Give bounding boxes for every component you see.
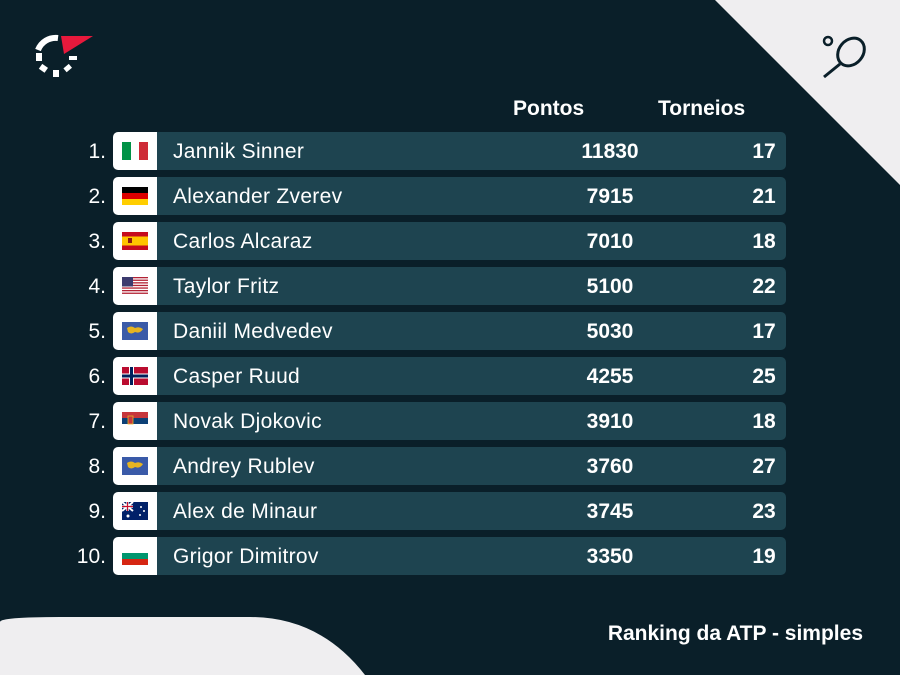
player-name: Novak Djokovic [173,410,322,433]
tournaments: 17 [752,140,776,163]
bulgaria-flag-icon [122,547,148,565]
row-bar: Jannik Sinner 11830 17 [157,132,786,170]
player-name: Alexander Zverev [173,185,343,208]
row-bar: Casper Ruud 4255 25 [157,357,786,395]
tournaments: 27 [752,455,776,478]
ranking-row: 5. Daniil Medvedev 5030 17 [70,312,786,350]
points: 7915 [586,185,634,208]
tournaments: 23 [752,500,776,523]
tournaments: 21 [752,185,776,208]
tournaments: 18 [752,230,776,253]
points: 11830 [581,140,639,163]
rank: 1. [88,140,106,163]
rank: 9. [88,500,106,523]
flag-cell [113,132,157,170]
germany-flag-icon [122,187,148,205]
player-name: Andrey Rublev [173,455,315,478]
tournaments: 19 [752,545,776,568]
ranking-row: 6. Casper Ruud 4255 25 [70,357,786,395]
neutral-flag-icon [122,457,148,475]
italy-flag-icon [122,142,148,160]
points: 4255 [586,365,634,388]
australia-flag-icon [122,502,148,520]
row-bar: Daniil Medvedev 5030 17 [157,312,786,350]
player-name: Taylor Fritz [173,275,280,298]
points: 3350 [586,545,634,568]
player-name: Carlos Alcaraz [173,230,313,253]
row-bar: Carlos Alcaraz 7010 18 [157,222,786,260]
points: 3910 [586,410,634,433]
ranking-row: 10. Grigor Dimitrov 3350 19 [70,537,786,575]
flag-cell [113,447,157,485]
spain-flag-icon [122,232,148,250]
player-name: Grigor Dimitrov [173,545,319,568]
norway-flag-icon [122,367,148,385]
flag-cell [113,402,157,440]
neutral-flag-icon [122,322,148,340]
rank: 2. [88,185,106,208]
ranking-row: 4. Taylor Fritz 5100 22 [70,267,786,305]
flag-cell [113,312,157,350]
points: 3760 [586,455,634,478]
flashscore-logo [35,34,93,77]
row-bar: Alex de Minaur 3745 23 [157,492,786,530]
rank: 8. [88,455,106,478]
player-name: Jannik Sinner [173,140,305,163]
rank: 4. [88,275,106,298]
flag-cell [113,492,157,530]
tournaments: 22 [752,275,776,298]
flag-cell [113,267,157,305]
player-name: Casper Ruud [173,365,301,388]
ranking-row: 3. Carlos Alcaraz 7010 18 [70,222,786,260]
row-bar: Taylor Fritz 5100 22 [157,267,786,305]
points: 5030 [586,320,634,343]
row-bar: Grigor Dimitrov 3350 19 [157,537,786,575]
points: 5100 [586,275,634,298]
rank: 10. [76,545,106,568]
tournaments: 18 [752,410,776,433]
row-bar: Alexander Zverev 7915 21 [157,177,786,215]
ranking-row: 7. Novak Djokovic 3910 18 [70,402,786,440]
tournaments-column-header: Torneios [658,97,746,120]
rank: 6. [88,365,106,388]
flag-cell [113,357,157,395]
row-bar: Andrey Rublev 3760 27 [157,447,786,485]
flag-cell [113,537,157,575]
tennis-racket-icon [822,35,866,79]
rank: 5. [88,320,106,343]
row-bar: Novak Djokovic 3910 18 [157,402,786,440]
usa-flag-icon [122,277,148,295]
tournaments: 25 [752,365,776,388]
footer-caption: Ranking da ATP - simples [607,622,863,645]
flag-cell [113,177,157,215]
points: 3745 [586,500,634,523]
ranking-row: 9. Alex de Minaur 3745 23 [70,492,786,530]
points-column-header: Pontos [513,97,585,120]
player-name: Alex de Minaur [173,500,318,523]
ranking-row: 1. Jannik Sinner 11830 17 [70,132,786,170]
ranking-row: 8. Andrey Rublev 3760 27 [70,447,786,485]
tournaments: 17 [752,320,776,343]
flag-cell [113,222,157,260]
player-name: Daniil Medvedev [173,320,333,343]
ranking-row: 2. Alexander Zverev 7915 21 [70,177,786,215]
serbia-flag-icon [122,412,148,430]
points: 7010 [586,230,634,253]
rank: 3. [88,230,106,253]
rank: 7. [88,410,106,433]
